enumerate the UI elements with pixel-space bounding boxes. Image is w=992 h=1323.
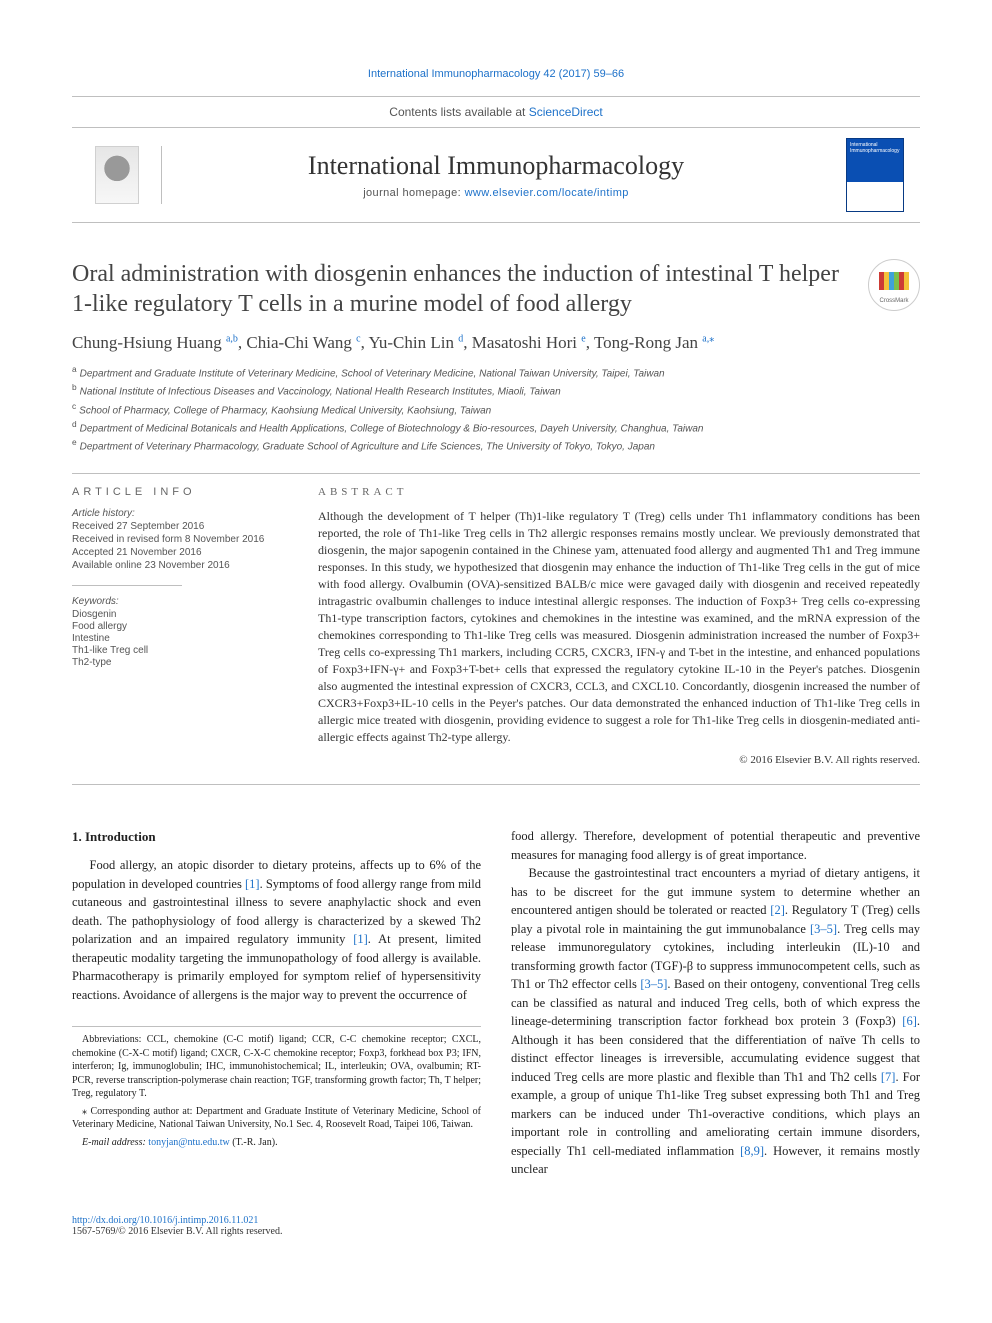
abbreviations-block: Abbreviations: CCL, chemokine (C-C motif… <box>72 1026 481 1101</box>
author: Masatoshi Hori e <box>472 333 586 352</box>
intro-p2a: food allergy. Therefore, development of … <box>511 827 920 864</box>
affiliation: bNational Institute of Infectious Diseas… <box>72 381 920 399</box>
affiliation-list: aDepartment and Graduate Institute of Ve… <box>72 363 920 455</box>
page-root: International Immunopharmacology 42 (201… <box>0 0 992 1277</box>
homepage-link[interactable]: www.elsevier.com/locate/intimp <box>465 187 629 199</box>
divider <box>72 473 920 474</box>
cover-image <box>846 138 904 212</box>
body-col-right: food allergy. Therefore, development of … <box>511 827 920 1179</box>
intro-p2b: Because the gastrointestinal tract encou… <box>511 864 920 1179</box>
email-block: E-mail address: tonyjan@ntu.edu.tw (T.-R… <box>72 1136 481 1151</box>
author-list: Chung-Hsiung Huang a,b, Chia-Chi Wang c,… <box>72 333 920 353</box>
journal-cover-thumb <box>830 138 920 212</box>
email-label: E-mail address: <box>82 1137 148 1148</box>
body-columns: 1. Introduction Food allergy, an atopic … <box>72 827 920 1179</box>
keyword: Intestine <box>72 633 292 644</box>
journal-homepage: journal homepage: www.elsevier.com/locat… <box>162 187 830 199</box>
ref-link[interactable]: [8,9] <box>740 1144 764 1158</box>
page-footer: http://dx.doi.org/10.1016/j.intimp.2016.… <box>72 1215 920 1237</box>
ref-link[interactable]: [1] <box>245 877 260 891</box>
keywords: Keywords: DiosgeninFood allergyIntestine… <box>72 596 292 668</box>
history-item: Received 27 September 2016 <box>72 521 292 532</box>
top-journal-citation-link[interactable]: International Immunopharmacology 42 (201… <box>368 68 624 80</box>
abstract-copyright: © 2016 Elsevier B.V. All rights reserved… <box>318 754 920 766</box>
affiliation: cSchool of Pharmacy, College of Pharmacy… <box>72 400 920 418</box>
author: Tong-Rong Jan a,⁎ <box>594 333 714 352</box>
correspondence-block: ⁎ Corresponding author at: Department an… <box>72 1105 481 1132</box>
history-item: Accepted 21 November 2016 <box>72 547 292 558</box>
ref-link[interactable]: [6] <box>902 1014 917 1028</box>
doi-link[interactable]: http://dx.doi.org/10.1016/j.intimp.2016.… <box>72 1215 258 1226</box>
keywords-label: Keywords: <box>72 596 292 607</box>
article-title: Oral administration with diosgenin enhan… <box>72 259 850 319</box>
abstract-head: ABSTRACT <box>318 486 920 498</box>
contents-available: Contents lists available at ScienceDirec… <box>72 97 920 128</box>
journal-header: Contents lists available at ScienceDirec… <box>72 96 920 223</box>
keyword: Food allergy <box>72 621 292 632</box>
body-col-left: 1. Introduction Food allergy, an atopic … <box>72 827 481 1179</box>
ref-link[interactable]: [3–5] <box>640 977 667 991</box>
contents-pre: Contents lists available at <box>389 105 528 119</box>
sciencedirect-link[interactable]: ScienceDirect <box>529 105 603 119</box>
email-link[interactable]: tonyjan@ntu.edu.tw <box>148 1137 229 1148</box>
ref-link[interactable]: [3–5] <box>810 922 837 936</box>
top-journal-citation: International Immunopharmacology 42 (201… <box>72 68 920 80</box>
crossmark-icon[interactable] <box>868 259 920 311</box>
keyword: Th2-type <box>72 657 292 668</box>
article-history: Article history: Received 27 September 2… <box>72 508 292 571</box>
article-info-head: ARTICLE INFO <box>72 486 292 498</box>
author: Chung-Hsiung Huang a,b <box>72 333 238 352</box>
journal-name: International Immunopharmacology <box>162 151 830 181</box>
history-item: Available online 23 November 2016 <box>72 560 292 571</box>
elsevier-tree-icon <box>95 146 139 204</box>
affiliation: aDepartment and Graduate Institute of Ve… <box>72 363 920 381</box>
affiliation: eDepartment of Veterinary Pharmacology, … <box>72 436 920 454</box>
abstract-text: Although the development of T helper (Th… <box>318 508 920 746</box>
history-label: Article history: <box>72 508 292 519</box>
divider-small <box>72 585 182 586</box>
history-item: Received in revised form 8 November 2016 <box>72 534 292 545</box>
intro-p1: Food allergy, an atopic disorder to diet… <box>72 856 481 1004</box>
info-abstract-row: ARTICLE INFO Article history: Received 2… <box>72 486 920 766</box>
affiliation: dDepartment of Medicinal Botanicals and … <box>72 418 920 436</box>
ref-link[interactable]: [7] <box>881 1070 896 1084</box>
correspondence-text: ⁎ Corresponding author at: Department an… <box>72 1105 481 1132</box>
ref-link[interactable]: [1] <box>353 932 368 946</box>
elsevier-logo <box>72 146 162 204</box>
keyword: Th1-like Treg cell <box>72 645 292 656</box>
keyword: Diosgenin <box>72 609 292 620</box>
issn-copyright: 1567-5769/© 2016 Elsevier B.V. All right… <box>72 1226 920 1237</box>
homepage-label: journal homepage: <box>363 187 464 199</box>
abbreviations-text: Abbreviations: CCL, chemokine (C-C motif… <box>72 1033 481 1101</box>
author: Yu-Chin Lin d <box>369 333 464 352</box>
divider <box>72 784 920 785</box>
ref-link[interactable]: [2] <box>770 903 785 917</box>
intro-heading: 1. Introduction <box>72 827 481 846</box>
email-attribution: (T.-R. Jan). <box>230 1137 278 1148</box>
author: Chia-Chi Wang c <box>246 333 360 352</box>
